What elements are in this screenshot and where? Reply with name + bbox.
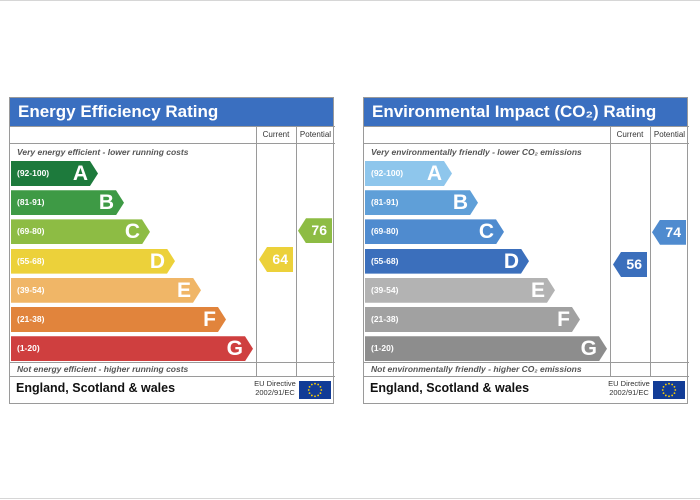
band-range-label: (1-20)	[371, 343, 394, 354]
environmental-impact-panel: Environmental Impact (CO₂) Rating Current…	[363, 97, 689, 404]
current-column-divider	[610, 126, 611, 376]
potential-column-header: Potential	[653, 130, 686, 139]
band-letter: G	[580, 337, 597, 361]
energy-efficiency-panel: Energy Efficiency Rating Current Potential…	[9, 97, 335, 404]
band-letter: B	[98, 191, 114, 215]
header-top-divider	[364, 126, 689, 127]
rating-band-e: (39-54) E	[11, 278, 201, 303]
rating-band-d: (55-68) D	[11, 249, 175, 274]
rating-band-a: (92-100) A	[365, 161, 452, 186]
panel-title: Environmental Impact (CO₂) Rating	[364, 98, 687, 126]
footer-divider	[10, 376, 335, 377]
band-letter: D	[503, 249, 519, 273]
rating-band-g: (1-20) G	[365, 336, 607, 361]
rating-band-a: (92-100) A	[11, 161, 98, 186]
potential-column-divider	[650, 126, 651, 376]
header-top-divider	[10, 126, 335, 127]
directive-line-1: EU Directive	[608, 379, 650, 388]
band-range-label: (1-20)	[17, 343, 40, 354]
rating-band-f: (21-38) F	[365, 307, 580, 332]
potential-rating-arrow: 76	[298, 218, 332, 244]
top-divider	[0, 0, 700, 1]
rating-band-b: (81-91) B	[365, 190, 478, 215]
bottom-note: Not environmentally friendly - higher CO…	[371, 364, 582, 374]
rating-band-c: (69-80) C	[365, 219, 504, 244]
potential-rating-arrow: 74	[652, 219, 686, 245]
band-range-label: (69-80)	[17, 226, 45, 237]
footer-region: England, Scotland & wales	[370, 381, 530, 395]
current-column-divider	[256, 126, 257, 376]
bottom-note: Not energy efficient - higher running co…	[17, 364, 189, 374]
band-letter: F	[203, 308, 216, 331]
current-rating-arrow: 64	[259, 247, 293, 273]
band-letter: C	[124, 220, 140, 244]
band-range-label: (39-54)	[17, 284, 45, 295]
rating-band-b: (81-91) B	[11, 190, 124, 215]
band-letter: A	[426, 162, 442, 185]
band-letter: G	[226, 337, 243, 361]
eu-directive: EU Directive 2002/91/EC	[604, 379, 654, 397]
band-letter: A	[72, 162, 88, 185]
rating-band-c: (69-80) C	[11, 219, 150, 244]
top-note: Very energy efficient - lower running co…	[17, 147, 189, 157]
top-note: Very environmentally friendly - lower CO…	[371, 147, 582, 157]
directive-line-2: 2002/91/EC	[255, 388, 295, 397]
rating-band-f: (21-38) F	[11, 307, 226, 332]
bottom-note-divider	[364, 362, 689, 363]
potential-column-header: Potential	[299, 130, 332, 139]
panel-title: Energy Efficiency Rating	[10, 98, 333, 126]
rating-band-e: (39-54) E	[365, 278, 555, 303]
header-divider	[10, 143, 335, 144]
eu-directive: EU Directive 2002/91/EC	[250, 379, 300, 397]
band-range-label: (81-91)	[17, 197, 45, 208]
directive-line-1: EU Directive	[254, 379, 296, 388]
eu-flag-icon	[299, 381, 331, 399]
rating-band-g: (1-20) G	[11, 336, 253, 361]
band-range-label: (92-100)	[17, 168, 50, 178]
band-letter: D	[149, 249, 165, 273]
band-range-label: (21-38)	[371, 314, 399, 324]
current-rating-arrow: 56	[613, 251, 647, 277]
header-divider	[364, 143, 689, 144]
band-letter: E	[530, 278, 545, 302]
band-letter: B	[452, 191, 468, 215]
band-letter: C	[478, 220, 494, 244]
band-range-label: (81-91)	[371, 197, 399, 208]
bottom-divider	[0, 498, 700, 499]
band-letter: F	[557, 308, 570, 331]
band-range-label: (92-100)	[371, 168, 404, 178]
bottom-note-divider	[10, 362, 335, 363]
current-column-header: Current	[616, 130, 644, 139]
footer-divider	[364, 376, 689, 377]
band-range-label: (55-68)	[17, 255, 45, 266]
band-letter: E	[176, 278, 191, 302]
eu-flag-icon	[653, 381, 685, 399]
potential-column-divider	[296, 126, 297, 376]
band-range-label: (69-80)	[371, 226, 399, 237]
rating-band-d: (55-68) D	[365, 249, 529, 274]
band-range-label: (21-38)	[17, 314, 45, 324]
current-column-header: Current	[262, 130, 290, 139]
band-range-label: (39-54)	[371, 284, 399, 295]
directive-line-2: 2002/91/EC	[609, 388, 649, 397]
band-range-label: (55-68)	[371, 255, 399, 266]
footer-region: England, Scotland & wales	[16, 381, 176, 395]
